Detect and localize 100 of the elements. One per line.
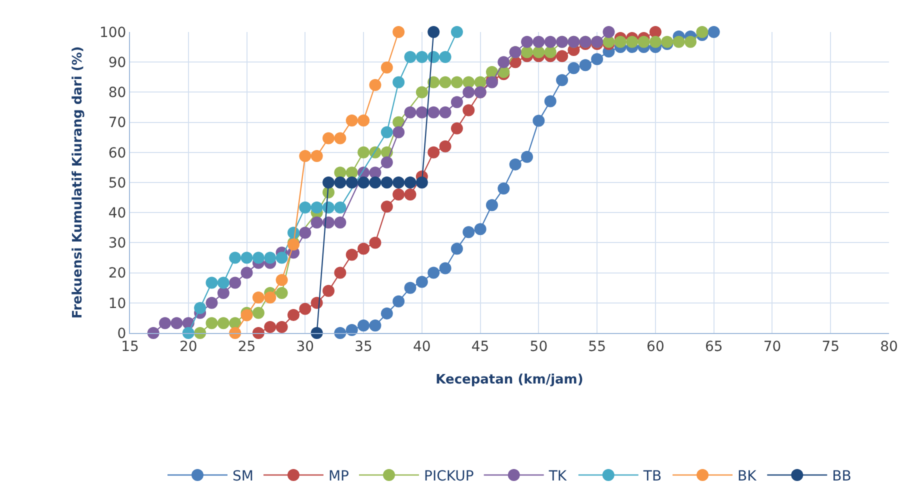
point	[334, 176, 346, 188]
point	[521, 150, 534, 163]
point	[299, 226, 312, 239]
point	[369, 78, 382, 91]
legend-label: SM	[232, 468, 254, 484]
point	[404, 188, 416, 201]
point	[299, 150, 312, 162]
point	[380, 176, 393, 188]
point	[334, 132, 346, 144]
point	[240, 309, 253, 322]
point	[346, 248, 358, 261]
point	[532, 46, 545, 58]
point	[310, 216, 323, 229]
point	[450, 96, 463, 108]
point	[369, 319, 382, 332]
point	[380, 126, 393, 138]
point	[404, 50, 416, 63]
point	[439, 140, 452, 152]
point	[392, 126, 405, 138]
point	[428, 76, 440, 88]
point	[521, 46, 534, 58]
point	[276, 320, 288, 333]
x-tick-label: 55	[588, 338, 606, 355]
point	[428, 26, 440, 38]
point	[521, 36, 534, 48]
point	[264, 291, 276, 304]
legend-label: BB	[832, 468, 852, 484]
point	[206, 296, 218, 309]
point	[276, 274, 288, 286]
point	[428, 146, 440, 158]
y-tick-label: 50	[108, 175, 126, 192]
point	[322, 132, 335, 144]
point	[287, 308, 300, 321]
point	[252, 327, 264, 339]
point	[229, 252, 242, 264]
point	[439, 262, 452, 274]
point	[544, 46, 556, 58]
point	[380, 200, 393, 213]
point	[322, 176, 335, 188]
point	[380, 62, 393, 74]
point	[346, 324, 358, 336]
point	[194, 302, 206, 314]
legend-label: PICKUP	[424, 468, 474, 484]
point	[299, 302, 312, 315]
point	[439, 76, 452, 88]
point	[334, 327, 346, 339]
x-tick-label: 40	[413, 338, 431, 355]
point	[614, 36, 626, 48]
point	[217, 317, 230, 330]
x-tick-label: 35	[354, 338, 372, 355]
point	[544, 36, 556, 48]
point	[672, 36, 685, 48]
point	[404, 106, 416, 118]
point	[299, 201, 312, 214]
point	[439, 50, 452, 63]
point	[229, 276, 242, 289]
point	[392, 26, 405, 38]
point	[602, 26, 615, 38]
point	[346, 166, 358, 179]
point	[276, 286, 288, 299]
x-tick-label: 65	[704, 338, 723, 355]
point	[392, 188, 405, 201]
point	[170, 317, 183, 330]
point	[159, 317, 172, 330]
point	[369, 166, 382, 179]
y-tick-label: 80	[108, 85, 126, 102]
y-tick-label: 60	[108, 145, 126, 162]
y-tick-label: 30	[108, 236, 126, 252]
y-tick-label: 10	[108, 296, 126, 312]
point	[147, 327, 160, 339]
x-tick-label: 75	[822, 338, 840, 355]
point	[450, 26, 463, 38]
point	[240, 266, 253, 279]
point	[310, 201, 323, 214]
y-tick-label: 70	[108, 115, 126, 132]
point	[684, 36, 696, 48]
point	[252, 306, 264, 319]
point	[474, 223, 486, 236]
point	[276, 252, 288, 264]
x-tick-label: 80	[880, 338, 898, 355]
point	[556, 50, 568, 62]
point	[544, 95, 556, 108]
point	[486, 199, 498, 212]
point	[568, 62, 580, 74]
point	[206, 276, 218, 289]
point	[322, 284, 335, 297]
point	[462, 76, 475, 88]
point	[217, 276, 230, 289]
point	[450, 242, 463, 255]
point	[264, 252, 276, 264]
x-tick-label: 20	[179, 338, 198, 355]
point	[358, 242, 370, 255]
point	[334, 216, 346, 229]
point	[404, 282, 416, 294]
point	[217, 286, 230, 299]
x-axis-title: Kecepatan (km/jam)	[436, 372, 584, 388]
point	[532, 114, 545, 127]
point	[369, 236, 382, 249]
point	[626, 36, 638, 48]
point	[310, 327, 323, 339]
